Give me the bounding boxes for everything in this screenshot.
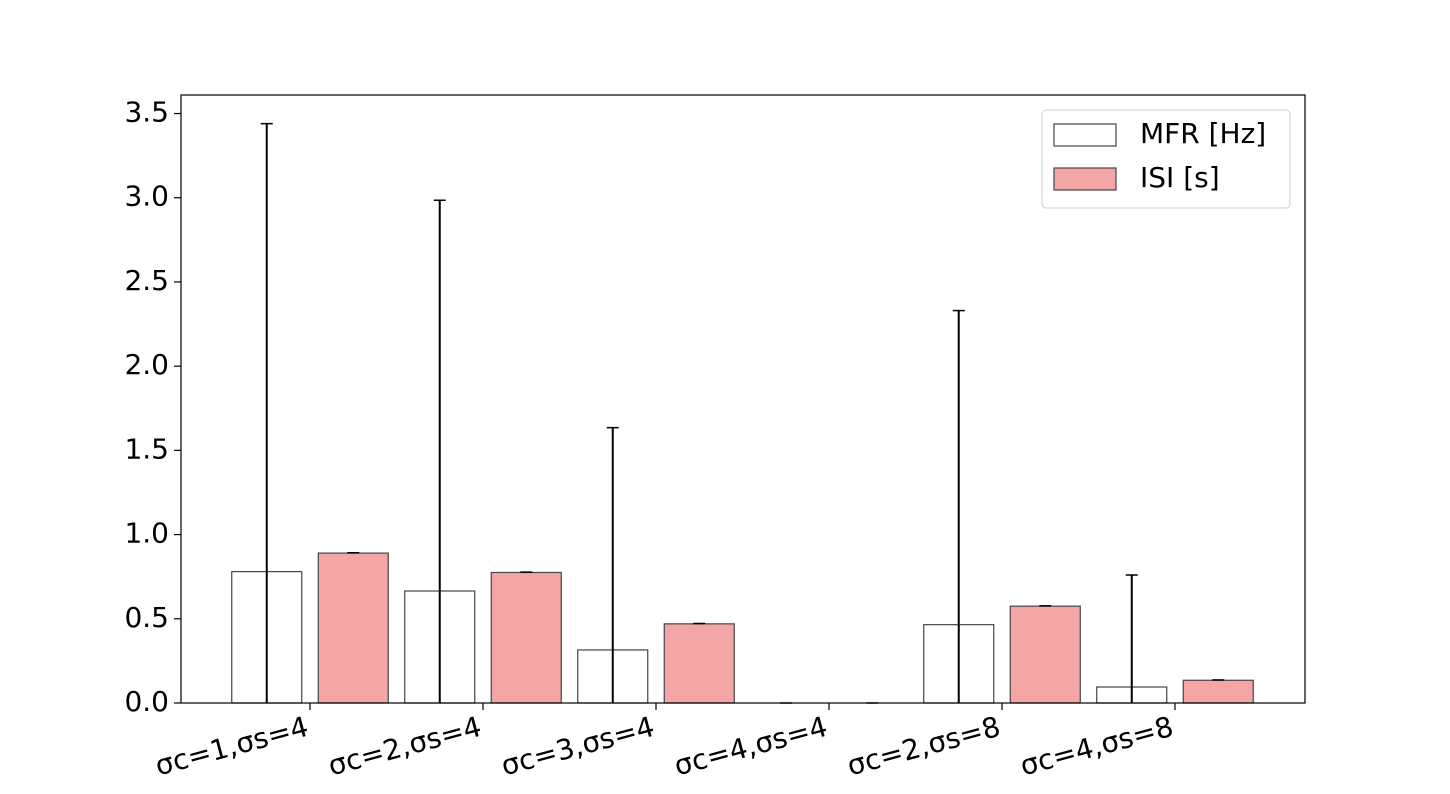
x-tick-label: σc=4,σs=4	[671, 710, 831, 782]
bar	[1182, 679, 1254, 704]
error-bar	[1212, 679, 1225, 681]
x-tick-label: σc=1,σs=4	[152, 710, 312, 782]
bar	[1009, 605, 1081, 704]
error-bar	[260, 122, 273, 703]
legend-swatch	[1053, 167, 1117, 191]
error-bar	[952, 309, 965, 703]
error-bar	[433, 199, 446, 703]
x-tick-label: σc=4,σs=8	[1017, 710, 1177, 782]
x-tick-label: σc=2,σs=8	[844, 710, 1004, 782]
error-bar	[693, 622, 706, 625]
y-tick-label: 0.0	[124, 685, 169, 718]
error-bar	[1125, 574, 1138, 703]
bar	[317, 552, 389, 704]
x-tick-label: σc=2,σs=4	[325, 710, 485, 782]
legend-label: ISI [s]	[1140, 161, 1220, 194]
y-tick-label: 3.0	[124, 180, 169, 213]
error-bar	[520, 571, 533, 573]
y-tick-label: 2.0	[124, 348, 169, 381]
y-tick-label: 1.5	[124, 432, 169, 465]
y-tick-label: 1.0	[124, 517, 169, 550]
legend: MFR [Hz] ISI [s]	[1041, 109, 1291, 209]
x-tick-label: σc=3,σs=4	[498, 710, 658, 782]
plot-frame	[180, 94, 1306, 704]
legend-label: MFR [Hz]	[1140, 117, 1266, 150]
y-tick-label: 2.5	[124, 264, 169, 297]
error-bar	[1039, 605, 1052, 607]
error-bar	[347, 552, 360, 554]
error-bar	[606, 426, 619, 703]
bar	[663, 623, 735, 704]
bar	[490, 571, 562, 704]
y-tick-label: 0.5	[124, 601, 169, 634]
y-tick-label: 3.5	[124, 96, 169, 129]
legend-swatch	[1053, 123, 1117, 147]
